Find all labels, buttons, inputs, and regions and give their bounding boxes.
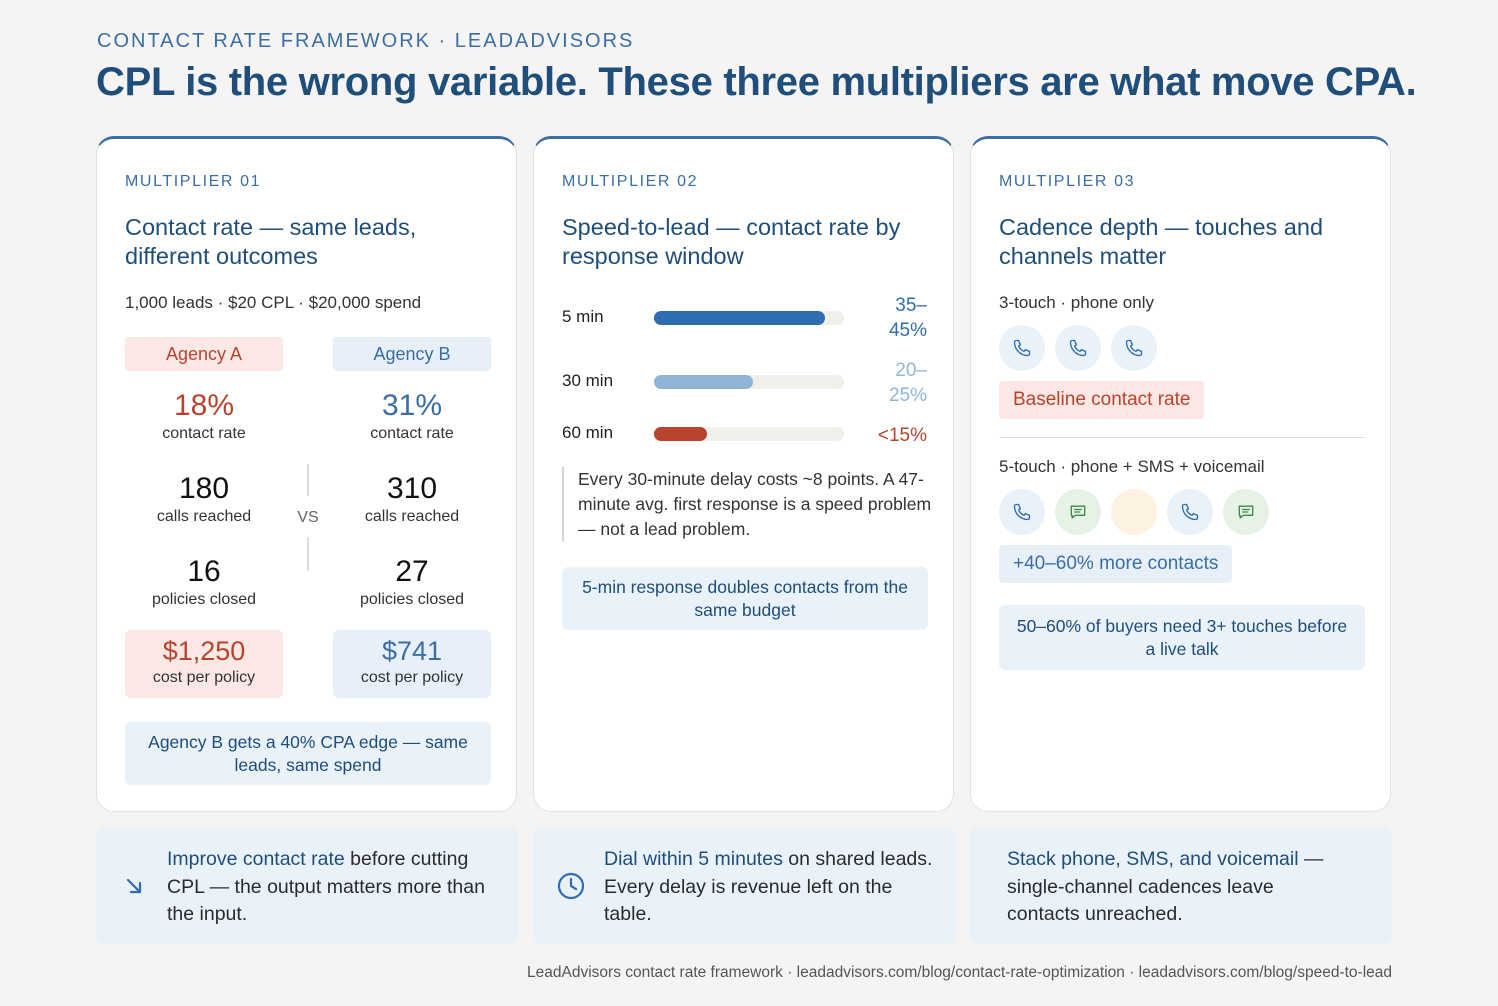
agency-a-label: Agency A [125,337,283,371]
card-title: Speed-to-lead — contact rate by response… [562,214,901,269]
stat-value: 16 [187,555,221,588]
card-callout: 50–60% of buyers need 3+ touches before … [999,605,1365,670]
clock-icon [555,870,587,902]
sequence-1-tag: Baseline contact rate [999,381,1205,419]
phone-icon [1167,489,1213,535]
vs-divider-bottom [307,537,309,571]
bar-track [654,311,844,325]
stat-label: cost per policy [152,669,256,686]
voicemail-icon [1111,489,1157,535]
phone-icon [1111,325,1157,371]
stat-value: $741 [381,636,443,666]
stat-label: policies closed [151,591,257,608]
card-speed-to-lead: MULTIPLIER 02 Speed-to-lead — contact ra… [533,136,954,812]
stat-value: 310 [386,472,438,505]
takeaway-rest: before cutting CPL — the output matters … [167,848,485,925]
takeaway-3: Stack phone, SMS, and voicemail — single… [969,828,1392,944]
bar-value: 20–25% [888,360,927,406]
sequence-2-label: 5-touch · phone + SMS + voicemail [999,457,1265,476]
sequence-1-label: 3-touch · phone only [999,293,1154,312]
agency-a-contact-rate: 18% contact rate [125,389,283,443]
takeaway-strong: Stack phone, SMS, and voicemail [1007,848,1299,870]
takeaway-strong: Dial within 5 minutes [604,848,783,870]
bar-label: 60 min [562,423,614,442]
card-kicker: MULTIPLIER 02 [562,173,699,190]
bar-label: 30 min [562,371,614,390]
card-kicker: MULTIPLIER 01 [125,173,262,190]
agency-b-contact-rate: 31% contact rate [333,389,491,443]
card-meta: 1,000 leads · $20 CPL · $20,000 spend [125,293,422,312]
stat-label: policies closed [359,591,465,608]
stat-label: contact rate [370,425,454,442]
bar-fill [654,427,707,441]
sequence-2-tag: +40–60% more contacts [999,545,1233,583]
stat-label: calls reached [156,508,252,525]
card-callout: 5-min response doubles contacts from the… [562,567,928,630]
bar-track [654,427,844,441]
agency-b-label: Agency B [333,337,491,371]
card-contact-rate: MULTIPLIER 01 Contact rate — same leads,… [96,136,517,812]
agency-a-calls: 180 calls reached [125,472,283,526]
bar-fill [654,375,753,389]
takeaway-text: Stack phone, SMS, and voicemail — single… [1007,846,1347,929]
page-title: CPL is the wrong variable. These three m… [96,60,1417,104]
bar-fill [654,311,825,325]
divider [999,437,1365,438]
bar-track [654,375,844,389]
card-title: Contact rate — same leads, different out… [125,214,417,269]
phone-icon [999,489,1045,535]
card-kicker: MULTIPLIER 03 [999,173,1136,190]
stat-label: contact rate [162,425,246,442]
card-title: Cadence depth — touches and channels mat… [999,214,1324,269]
takeaway-text: Dial within 5 minutes on shared leads. E… [604,846,944,929]
takeaway-rest: on shared leads. Every delay is revenue … [604,848,933,925]
takeaway-rest: — single-channel cadences leave contacts… [1007,848,1324,925]
stat-value: 180 [178,472,230,505]
agency-b-cost: $741 cost per policy [333,630,491,698]
phone-icon [999,325,1045,371]
bar-label: 5 min [562,307,604,326]
agency-a-cost: $1,250 cost per policy [125,630,283,698]
takeaway-1: Improve contact rate before cutting CPL … [96,828,519,944]
stat-value: 27 [395,555,429,588]
vs-label: VS [297,509,319,526]
takeaway-2: Dial within 5 minutes on shared leads. E… [533,828,956,944]
sms-icon [1055,489,1101,535]
agency-a-closed: 16 policies closed [125,555,283,609]
bar-value: 35–45% [888,295,927,341]
footer-sources: LeadAdvisors contact rate framework · le… [527,964,1392,981]
card-cadence-depth: MULTIPLIER 03 Cadence depth — touches an… [970,136,1391,812]
stat-value: 18% [173,389,235,422]
stat-label: calls reached [364,508,460,525]
bar-value: <15% [877,425,927,446]
takeaway-strong: Improve contact rate [167,848,345,870]
stat-label: cost per policy [360,669,464,686]
sequence-1-touches [999,325,1157,371]
stat-value: 31% [381,389,443,422]
phone-icon [1055,325,1101,371]
sequence-2-touches [999,489,1269,535]
arrow-down-right-icon [118,870,150,902]
takeaway-text: Improve contact rate before cutting CPL … [167,846,507,929]
card-callout: Agency B gets a 40% CPA edge — same lead… [125,722,491,785]
stat-value: $1,250 [162,636,246,666]
vs-divider-top [307,464,309,496]
agency-b-calls: 310 calls reached [333,472,491,526]
eyebrow: CONTACT RATE FRAMEWORK · LEADADVISORS [97,30,635,52]
speed-quote: Every 30-minute delay costs ~8 points. A… [562,467,932,542]
sms-icon [1223,489,1269,535]
agency-b-closed: 27 policies closed [333,555,491,609]
